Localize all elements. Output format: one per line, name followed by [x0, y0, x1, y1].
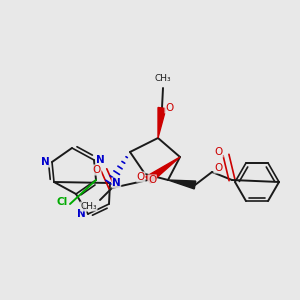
- Text: CH₃: CH₃: [155, 74, 171, 83]
- Text: N: N: [112, 178, 121, 188]
- Text: O: O: [165, 103, 173, 113]
- Text: O: O: [137, 172, 145, 182]
- Polygon shape: [158, 107, 166, 138]
- Text: O: O: [215, 147, 223, 157]
- Text: N: N: [96, 155, 105, 165]
- Polygon shape: [146, 157, 180, 183]
- Text: N: N: [77, 209, 86, 219]
- Text: O: O: [214, 163, 222, 173]
- Text: O: O: [93, 165, 101, 175]
- Text: O: O: [148, 175, 156, 185]
- Text: N: N: [41, 157, 50, 167]
- Text: CH₃: CH₃: [80, 202, 97, 211]
- Text: Cl: Cl: [57, 197, 68, 207]
- Polygon shape: [168, 180, 196, 189]
